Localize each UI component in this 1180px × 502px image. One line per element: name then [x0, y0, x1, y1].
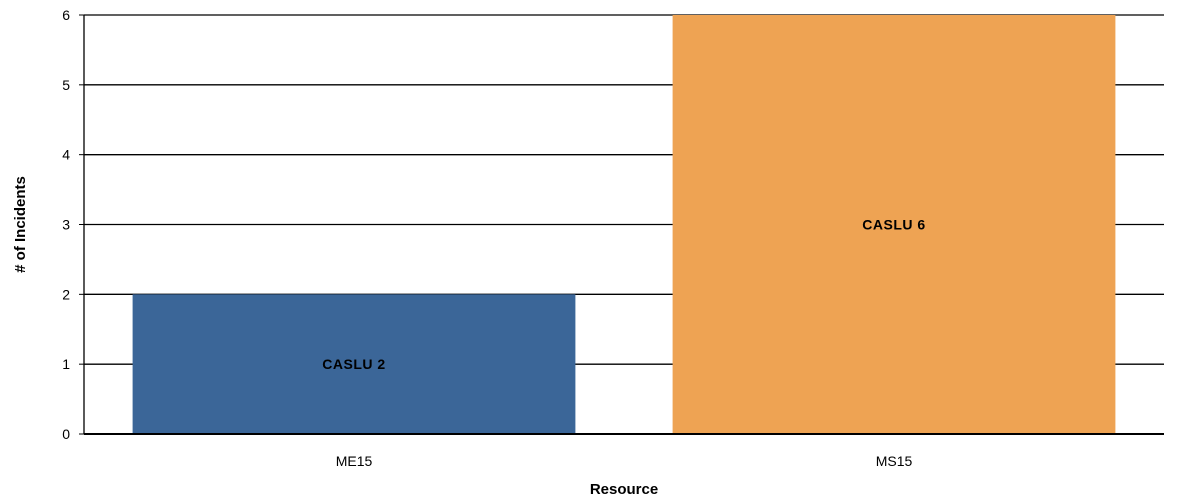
y-tick-label: 2 — [62, 286, 70, 302]
bars — [132, 15, 1116, 434]
bar-data-label: CASLU 2 — [322, 356, 385, 372]
x-tick-labels: ME15 MS15 — [336, 453, 913, 469]
bar-ms15 — [672, 15, 1116, 434]
y-tick-label: 3 — [62, 217, 70, 233]
y-axis-title: # of Incidents — [12, 176, 29, 273]
x-axis-title: Resource — [590, 481, 658, 498]
y-tick-label: 0 — [62, 426, 70, 442]
y-tick-label: 5 — [62, 77, 70, 93]
y-tick-label: 6 — [62, 7, 70, 23]
y-tick-label: 1 — [62, 356, 70, 372]
x-tick-label: ME15 — [336, 453, 373, 469]
x-tick-label: MS15 — [876, 453, 913, 469]
y-tick-labels: 0 1 2 3 4 5 6 — [62, 7, 70, 442]
bar-data-labels: CASLU 2 CASLU 6 — [322, 217, 925, 373]
bar-data-label: CASLU 6 — [862, 217, 925, 233]
y-tick-label: 4 — [62, 147, 70, 163]
axes — [83, 15, 1164, 435]
bar-me15 — [132, 294, 576, 434]
